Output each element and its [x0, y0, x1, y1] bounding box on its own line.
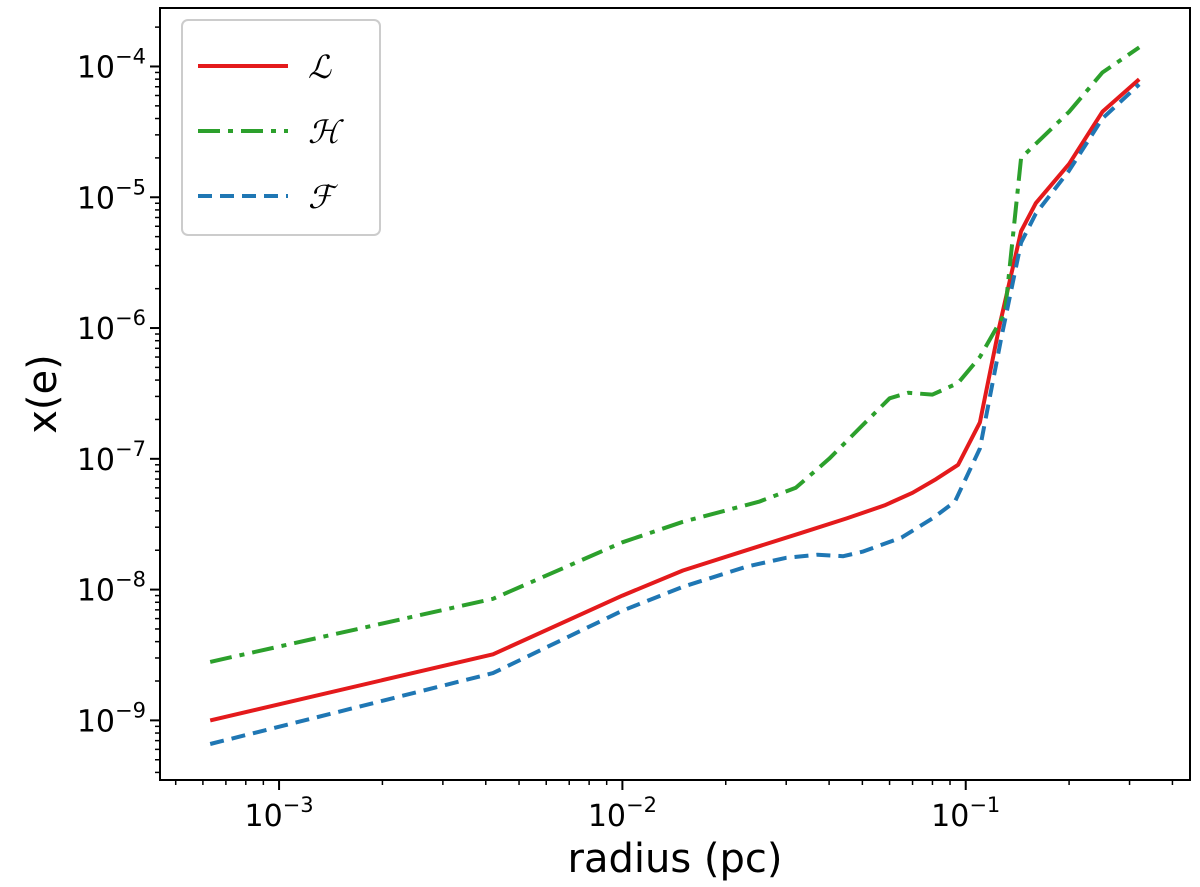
y-tick-label: 10−7	[77, 437, 146, 478]
y-tick-label: 10−8	[77, 568, 146, 609]
x-axis-title: radius (pc)	[568, 836, 783, 882]
plot-lines	[209, 45, 1141, 746]
y-tick-label: 10−9	[77, 698, 146, 739]
legend-label: ℋ	[308, 113, 344, 151]
series-line-2	[209, 82, 1141, 746]
minor-ticks	[155, 26, 1174, 785]
y-axis-title: x(e)	[20, 354, 66, 434]
x-tick-labels: 10−3 10−2 10−1	[244, 793, 1000, 834]
legend-box	[181, 19, 381, 236]
x-tick-label: 10−2	[588, 793, 657, 834]
y-tick-label: 10−6	[77, 306, 146, 347]
legend-label: ℒ	[308, 48, 332, 86]
y-tick-labels: 10−9 10−8 10−7 10−6 10−5 10−4	[77, 44, 146, 739]
x-tick-label: 10−3	[244, 793, 313, 834]
plot-frame	[159, 7, 1191, 781]
y-tick-label: 10−5	[77, 175, 146, 216]
y-tick-label: 10−4	[77, 44, 146, 85]
series-line-0	[209, 77, 1141, 723]
series-line-1	[209, 45, 1141, 664]
legend: ℒℋℱ	[181, 19, 381, 236]
x-tick-label: 10−1	[931, 793, 1000, 834]
major-ticks	[150, 65, 967, 790]
